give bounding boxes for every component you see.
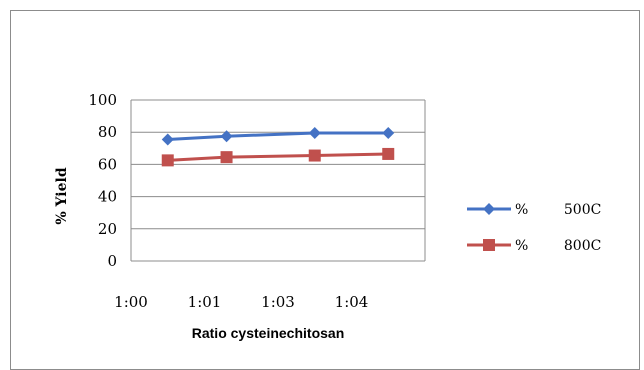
data-point bbox=[161, 154, 174, 167]
y-axis-title: % Yield bbox=[54, 167, 70, 224]
legend: % 500C % 800C bbox=[467, 202, 601, 254]
y-tick-label: 0 bbox=[107, 252, 117, 270]
y-tick-label: 80 bbox=[98, 123, 117, 141]
legend-label: % 800C bbox=[515, 238, 601, 254]
x-tick-label: 1:01 bbox=[188, 293, 222, 311]
data-point bbox=[382, 127, 395, 140]
data-point bbox=[220, 151, 233, 164]
x-tick-label: 1:00 bbox=[114, 293, 148, 311]
y-tick-label: 40 bbox=[98, 188, 117, 206]
series-2 bbox=[161, 147, 395, 167]
line-chart: 0 20 40 60 80 100 1:00 1:01 1:03 1:04 % Yield Ra… bbox=[54, 91, 601, 341]
gridlines bbox=[131, 99, 425, 230]
series-line bbox=[167, 152, 389, 162]
data-point bbox=[220, 130, 233, 143]
y-tick-label: 60 bbox=[98, 155, 117, 173]
y-tick-label: 100 bbox=[88, 91, 117, 109]
x-tick-label: 1:03 bbox=[261, 293, 295, 311]
plot-area bbox=[130, 100, 426, 262]
chart-frame: 0 20 40 60 80 100 1:00 1:01 1:03 1:04 % Yield Ra… bbox=[10, 10, 640, 370]
x-tick-labels: 1:00 1:01 1:03 1:04 bbox=[114, 293, 368, 311]
data-point bbox=[308, 149, 321, 162]
data-point bbox=[308, 127, 321, 140]
y-tick-label: 20 bbox=[98, 220, 117, 238]
legend-marker bbox=[483, 239, 495, 251]
series-layer bbox=[161, 127, 395, 167]
legend-marker bbox=[483, 203, 495, 215]
series-1 bbox=[161, 127, 395, 146]
x-tick-label: 1:04 bbox=[335, 293, 369, 311]
x-axis-title: Ratio cysteinechitosan bbox=[192, 325, 345, 341]
data-point bbox=[382, 147, 395, 160]
y-tick-labels: 0 20 40 60 80 100 bbox=[88, 91, 117, 270]
legend-item: % 500C bbox=[467, 202, 601, 218]
legend-item: % 800C bbox=[467, 238, 601, 254]
legend-label: % 500C bbox=[515, 202, 601, 218]
series-line bbox=[167, 131, 389, 141]
data-point bbox=[161, 133, 174, 146]
